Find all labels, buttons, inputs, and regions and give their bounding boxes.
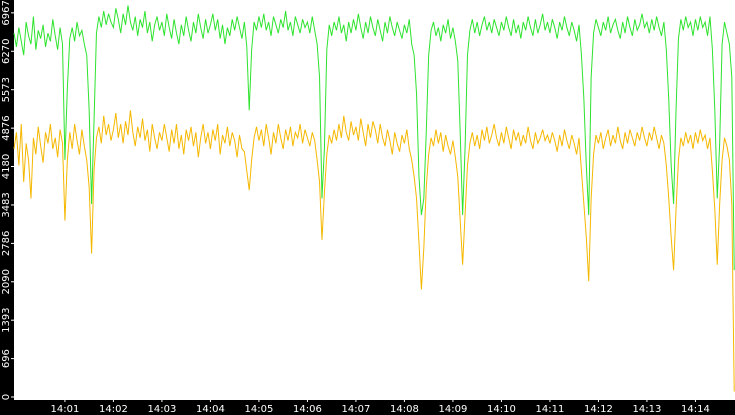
- y-tick-label: 1393: [1, 307, 12, 332]
- x-tick-label: 14:14: [681, 404, 710, 415]
- x-tick-label: 14:13: [633, 404, 662, 415]
- y-tick-label: 6270: [1, 39, 12, 64]
- x-tick-label: 14:02: [99, 404, 128, 415]
- x-tick-label: 14:07: [342, 404, 371, 415]
- x-tick-label: 14:05: [245, 404, 274, 415]
- series-line: [13, 5, 735, 271]
- x-tick-label: 14:04: [196, 404, 225, 415]
- y-tick-label: 4876: [1, 115, 12, 140]
- x-tick-label: 14:09: [439, 404, 468, 415]
- y-tick-label: 2090: [1, 269, 12, 294]
- y-tick-label: 4180: [1, 154, 12, 179]
- y-axis-strip: [0, 0, 14, 415]
- x-tick-label: 14:11: [536, 404, 565, 415]
- y-tick-label: 3483: [1, 192, 12, 217]
- x-tick-label: 14:08: [390, 404, 419, 415]
- y-tick-label: 696: [1, 349, 12, 368]
- x-tick-label: 14:01: [51, 404, 80, 415]
- y-tick-label: 2786: [1, 231, 12, 256]
- y-tick-label: 0: [1, 394, 12, 400]
- x-tick-label: 14:12: [584, 404, 613, 415]
- x-tick-label: 14:03: [148, 404, 177, 415]
- x-tick-label: 14:10: [487, 404, 516, 415]
- x-axis-strip: [0, 400, 735, 415]
- y-tick-label: 5573: [1, 77, 12, 102]
- x-tick-label: 14:06: [293, 404, 322, 415]
- series-line: [13, 110, 735, 392]
- y-tick-label: 6967: [1, 0, 12, 25]
